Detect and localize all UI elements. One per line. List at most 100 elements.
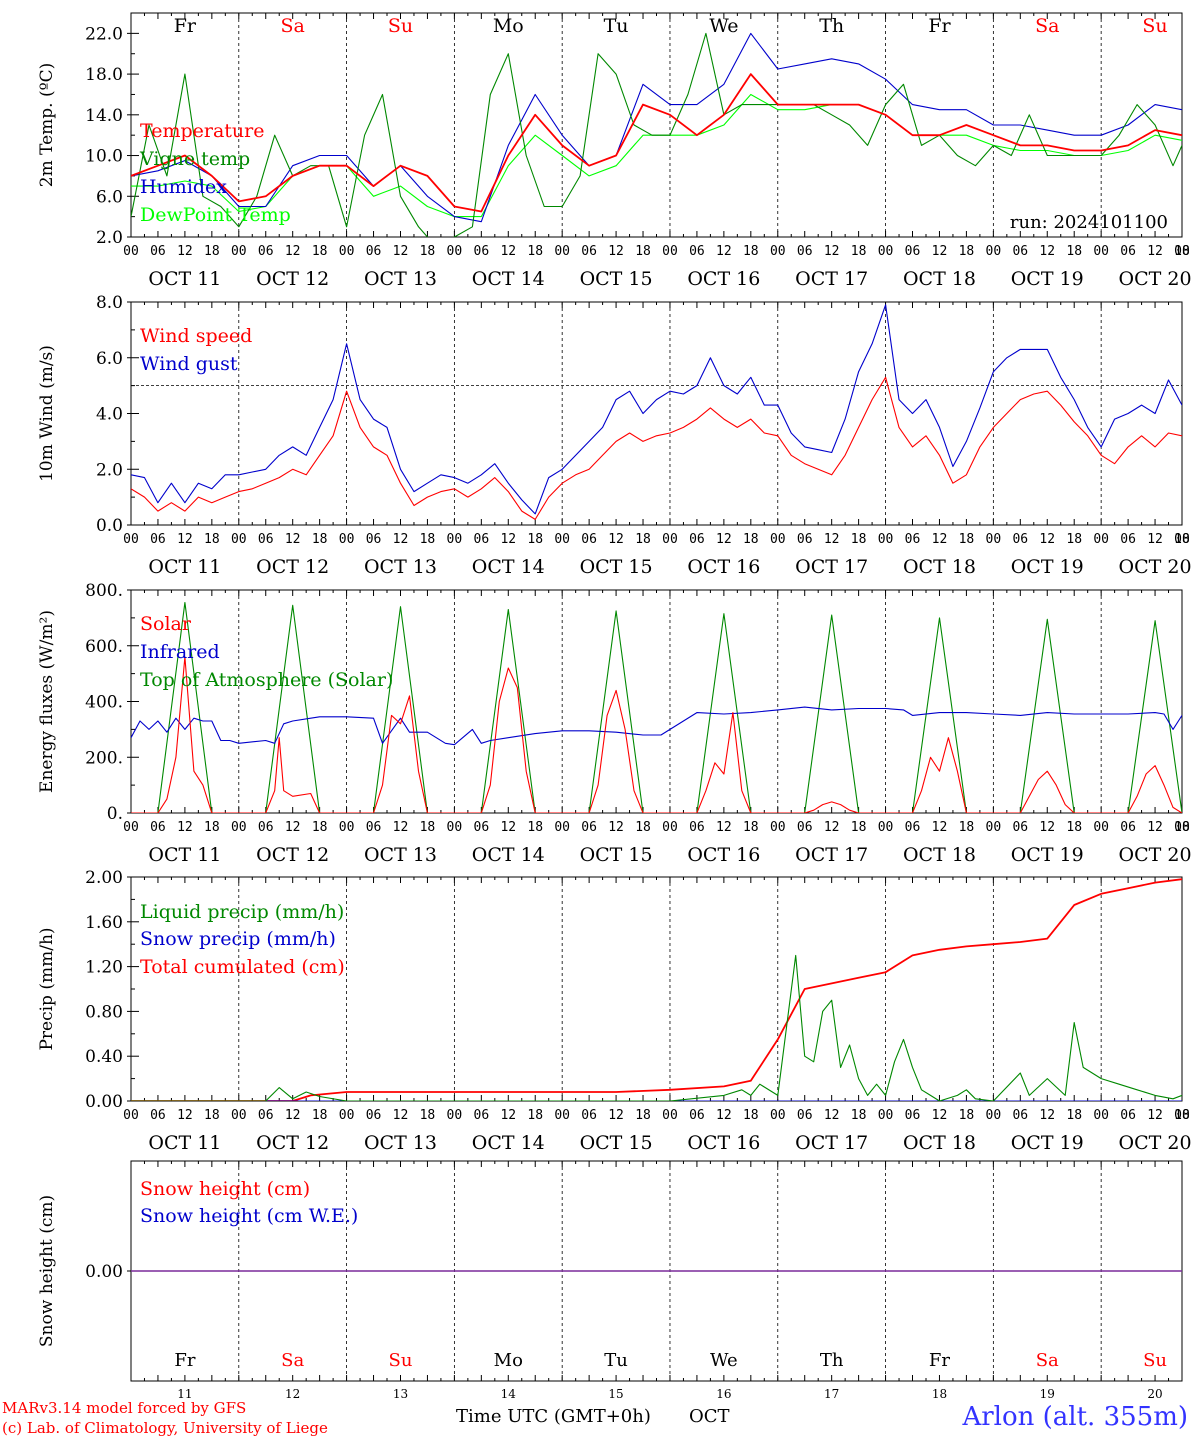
date-label: OCT 11: [148, 556, 221, 578]
hour-label: 00: [1093, 1108, 1109, 1123]
hour-label: 06: [689, 1108, 705, 1123]
y-tick-label: 6.0: [96, 349, 123, 369]
hour-label: 06: [1120, 532, 1136, 547]
hour-label: 12: [500, 820, 516, 835]
date-label: OCT 16: [687, 268, 760, 290]
day-number: 19: [1040, 1387, 1055, 1401]
hour-label: 18: [1174, 820, 1190, 835]
series-group: [131, 304, 1182, 520]
hour-label: 06: [150, 1108, 166, 1123]
hour-label: 12: [716, 1108, 732, 1123]
hour-label: 18: [635, 532, 651, 547]
hour-label: 00: [662, 1108, 678, 1123]
hour-label: 12: [1147, 820, 1163, 835]
hour-label: 06: [150, 820, 166, 835]
hour-label: 06: [905, 532, 921, 547]
hour-label: 12: [824, 1108, 840, 1123]
hour-label: 06: [366, 532, 382, 547]
date-label: OCT 13: [364, 844, 437, 866]
hour-label: 00: [986, 1108, 1002, 1123]
hour-label: 12: [1039, 820, 1055, 835]
hour-label: 06: [366, 820, 382, 835]
date-label: OCT 17: [795, 268, 868, 290]
series-line-temperature: [131, 73, 1182, 213]
hour-label: 18: [204, 244, 220, 259]
day-name: Fr: [174, 1350, 195, 1371]
day-name: Th: [820, 1350, 844, 1371]
panel-4: 0.00 0.40 0.80 1.20 1.60 2.00 Precip (mm/h) Liq…: [37, 868, 1192, 1154]
date-label: OCT 17: [795, 844, 868, 866]
y-tick-label: 6.0: [96, 187, 123, 207]
hour-label: 06: [150, 244, 166, 259]
series-line-wind-gust: [131, 304, 1182, 515]
day-name: Su: [1142, 15, 1167, 37]
date-label: OCT 15: [580, 844, 653, 866]
date-label: OCT 20: [1119, 1132, 1192, 1154]
lab-credit: (c) Lab. of Climatology, University of L…: [2, 1419, 328, 1437]
hour-label: 06: [474, 532, 490, 547]
hour-label: 06: [905, 244, 921, 259]
legend-entry: Total cumulated (cm): [140, 956, 345, 978]
hour-label: 00: [231, 820, 247, 835]
hour-label: 12: [177, 820, 193, 835]
date-label: OCT 18: [903, 844, 976, 866]
hour-label: 18: [527, 244, 543, 259]
y-tick-label: 0.00: [85, 1092, 123, 1112]
series-line-infrared: [131, 706, 1182, 746]
series-line-solar: [131, 656, 1182, 813]
y-tick-label: 2.0: [96, 228, 123, 248]
hour-label: 00: [1174, 244, 1190, 259]
day-name: Fr: [174, 15, 197, 37]
hour-label: 06: [1120, 244, 1136, 259]
date-label: OCT 18: [903, 268, 976, 290]
hour-label: 12: [285, 244, 301, 259]
hour-label: 12: [177, 532, 193, 547]
date-label: OCT 13: [364, 556, 437, 578]
legend-entry: Top of Atmosphere (Solar): [140, 669, 393, 691]
date-label: OCT 16: [687, 556, 760, 578]
date-label: OCT 20: [1119, 268, 1192, 290]
hour-label: 06: [581, 244, 597, 259]
station-name: Arlon (alt. 355m): [962, 1402, 1188, 1432]
legend-entry: Vigne temp: [139, 148, 250, 170]
y-axis-label: Precip (mm/h): [37, 927, 57, 1050]
series-line-total-cumulated-cm-: [131, 878, 1182, 1101]
hour-label: 12: [285, 1108, 301, 1123]
legend-entry: Wind gust: [140, 353, 238, 375]
hour-label: 00: [878, 1108, 894, 1123]
hour-label: 00: [1093, 532, 1109, 547]
hour-label: 00: [554, 820, 570, 835]
panel-1: 2.0 6.0 10.0 14.0 18.0 22.0 2m Temp. (ºC) Tempe…: [37, 12, 1192, 290]
hour-label: 18: [743, 820, 759, 835]
hour-label: 18: [1066, 532, 1082, 547]
day-number: 20: [1147, 1387, 1162, 1401]
hour-label: 18: [204, 1108, 220, 1123]
y-tick-label: 2.0: [96, 460, 123, 480]
date-label: OCT 17: [795, 556, 868, 578]
hour-label: 06: [905, 1108, 921, 1123]
hour-label: 12: [716, 532, 732, 547]
y-tick-label: 18.0: [85, 65, 123, 85]
hour-label: 18: [851, 244, 867, 259]
series-line-humidex: [131, 32, 1182, 223]
hour-label: 06: [689, 820, 705, 835]
hour-label: 06: [258, 244, 274, 259]
day-number: 15: [608, 1387, 623, 1401]
series-line-wind-speed: [131, 376, 1182, 520]
hour-label: 00: [339, 532, 355, 547]
run-annotation: run: 2024101100: [1010, 212, 1168, 233]
legend-entry: Humidex: [140, 176, 227, 198]
plot-frame: [130, 301, 1183, 526]
hour-label: 18: [851, 820, 867, 835]
date-label: OCT 12: [256, 268, 329, 290]
hour-label: 18: [1066, 244, 1082, 259]
hour-label: 06: [366, 1108, 382, 1123]
hour-label: 12: [932, 820, 948, 835]
y-tick-label: 0.0: [96, 516, 123, 536]
hour-label: 06: [366, 244, 382, 259]
hour-label: 06: [797, 1108, 813, 1123]
date-label: OCT 11: [148, 1132, 221, 1154]
hour-label: 12: [1147, 244, 1163, 259]
hour-label: 12: [285, 820, 301, 835]
hour-label: 00: [1174, 820, 1190, 835]
